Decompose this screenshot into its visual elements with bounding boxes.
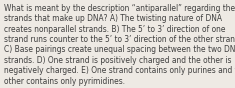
Text: other contains only pyrimidines.: other contains only pyrimidines.: [4, 77, 125, 86]
Text: What is meant by the description “antiparallel” regarding the: What is meant by the description “antipa…: [4, 4, 235, 13]
Text: strands that make up DNA? A) The twisting nature of DNA: strands that make up DNA? A) The twistin…: [4, 14, 222, 23]
Text: negatively charged. E) One strand contains only purines and the: negatively charged. E) One strand contai…: [4, 66, 235, 75]
Text: creates nonparallel strands. B) The 5’ to 3’ direction of one: creates nonparallel strands. B) The 5’ t…: [4, 25, 226, 34]
Text: strand runs counter to the 5’ to 3’ direction of the other strand.: strand runs counter to the 5’ to 3’ dire…: [4, 35, 235, 44]
Text: strands. D) One strand is positively charged and the other is: strands. D) One strand is positively cha…: [4, 56, 232, 65]
Text: C) Base pairings create unequal spacing between the two DNA: C) Base pairings create unequal spacing …: [4, 45, 235, 54]
